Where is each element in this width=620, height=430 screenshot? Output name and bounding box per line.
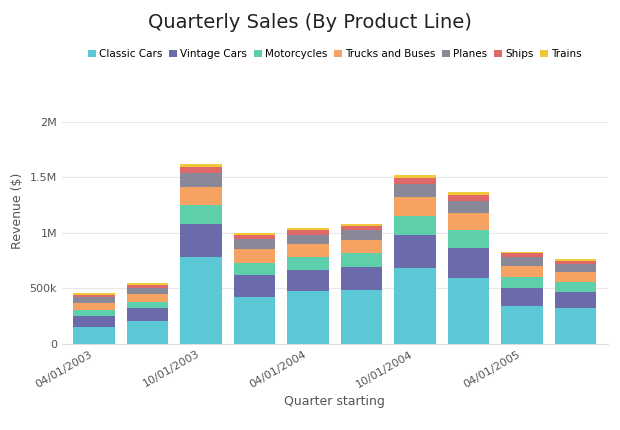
Bar — [340, 253, 383, 267]
Bar — [234, 239, 275, 249]
Bar — [73, 293, 115, 295]
Bar — [126, 288, 169, 294]
Bar — [448, 201, 489, 213]
Bar — [448, 192, 489, 195]
Bar — [394, 235, 436, 268]
Bar — [180, 167, 222, 173]
Bar — [394, 175, 436, 178]
Bar — [555, 264, 596, 272]
Bar — [340, 226, 383, 230]
Bar — [501, 253, 543, 257]
Bar — [234, 297, 275, 344]
Bar — [287, 270, 329, 291]
Bar — [126, 308, 169, 321]
Bar — [126, 321, 169, 344]
Bar — [73, 295, 115, 298]
Bar — [180, 173, 222, 187]
Bar — [501, 266, 543, 277]
Bar — [180, 224, 222, 257]
Bar — [340, 289, 383, 344]
Bar — [448, 249, 489, 279]
Bar — [287, 228, 329, 230]
Bar — [448, 195, 489, 201]
Bar — [73, 327, 115, 344]
Bar — [180, 205, 222, 224]
Bar — [340, 240, 383, 253]
Bar — [501, 306, 543, 344]
Bar — [126, 283, 169, 285]
Bar — [340, 224, 383, 226]
Bar — [394, 268, 436, 344]
Bar — [555, 261, 596, 264]
Bar — [501, 252, 543, 253]
Bar — [73, 310, 115, 316]
Text: Quarterly Sales (By Product Line): Quarterly Sales (By Product Line) — [148, 13, 472, 32]
Bar — [555, 282, 596, 292]
Bar — [555, 272, 596, 282]
Bar — [287, 230, 329, 235]
Bar — [394, 197, 436, 216]
Bar — [394, 216, 436, 235]
Bar — [287, 244, 329, 257]
Bar — [501, 257, 543, 266]
Y-axis label: Revenue ($): Revenue ($) — [11, 172, 24, 249]
Bar — [126, 302, 169, 308]
Bar — [340, 230, 383, 240]
Bar — [287, 235, 329, 244]
Bar — [73, 316, 115, 327]
Bar — [287, 257, 329, 270]
Bar — [73, 298, 115, 303]
Bar — [180, 257, 222, 344]
Bar — [448, 213, 489, 230]
Bar — [394, 178, 436, 184]
Bar — [234, 235, 275, 239]
Bar — [234, 263, 275, 275]
Bar — [501, 288, 543, 306]
Bar — [73, 303, 115, 310]
Bar — [448, 230, 489, 249]
Bar — [234, 233, 275, 235]
Bar — [180, 164, 222, 167]
Bar — [126, 294, 169, 302]
Bar — [394, 184, 436, 197]
Bar — [340, 267, 383, 289]
Bar — [126, 285, 169, 288]
X-axis label: Quarter starting: Quarter starting — [285, 395, 385, 408]
Bar — [555, 308, 596, 344]
Legend: Classic Cars, Vintage Cars, Motorcycles, Trucks and Buses, Planes, Ships, Trains: Classic Cars, Vintage Cars, Motorcycles,… — [84, 45, 586, 64]
Bar — [448, 279, 489, 344]
Bar — [234, 275, 275, 297]
Bar — [555, 292, 596, 308]
Bar — [234, 249, 275, 263]
Bar — [555, 259, 596, 261]
Bar — [180, 187, 222, 205]
Bar — [287, 291, 329, 344]
Bar — [501, 277, 543, 288]
